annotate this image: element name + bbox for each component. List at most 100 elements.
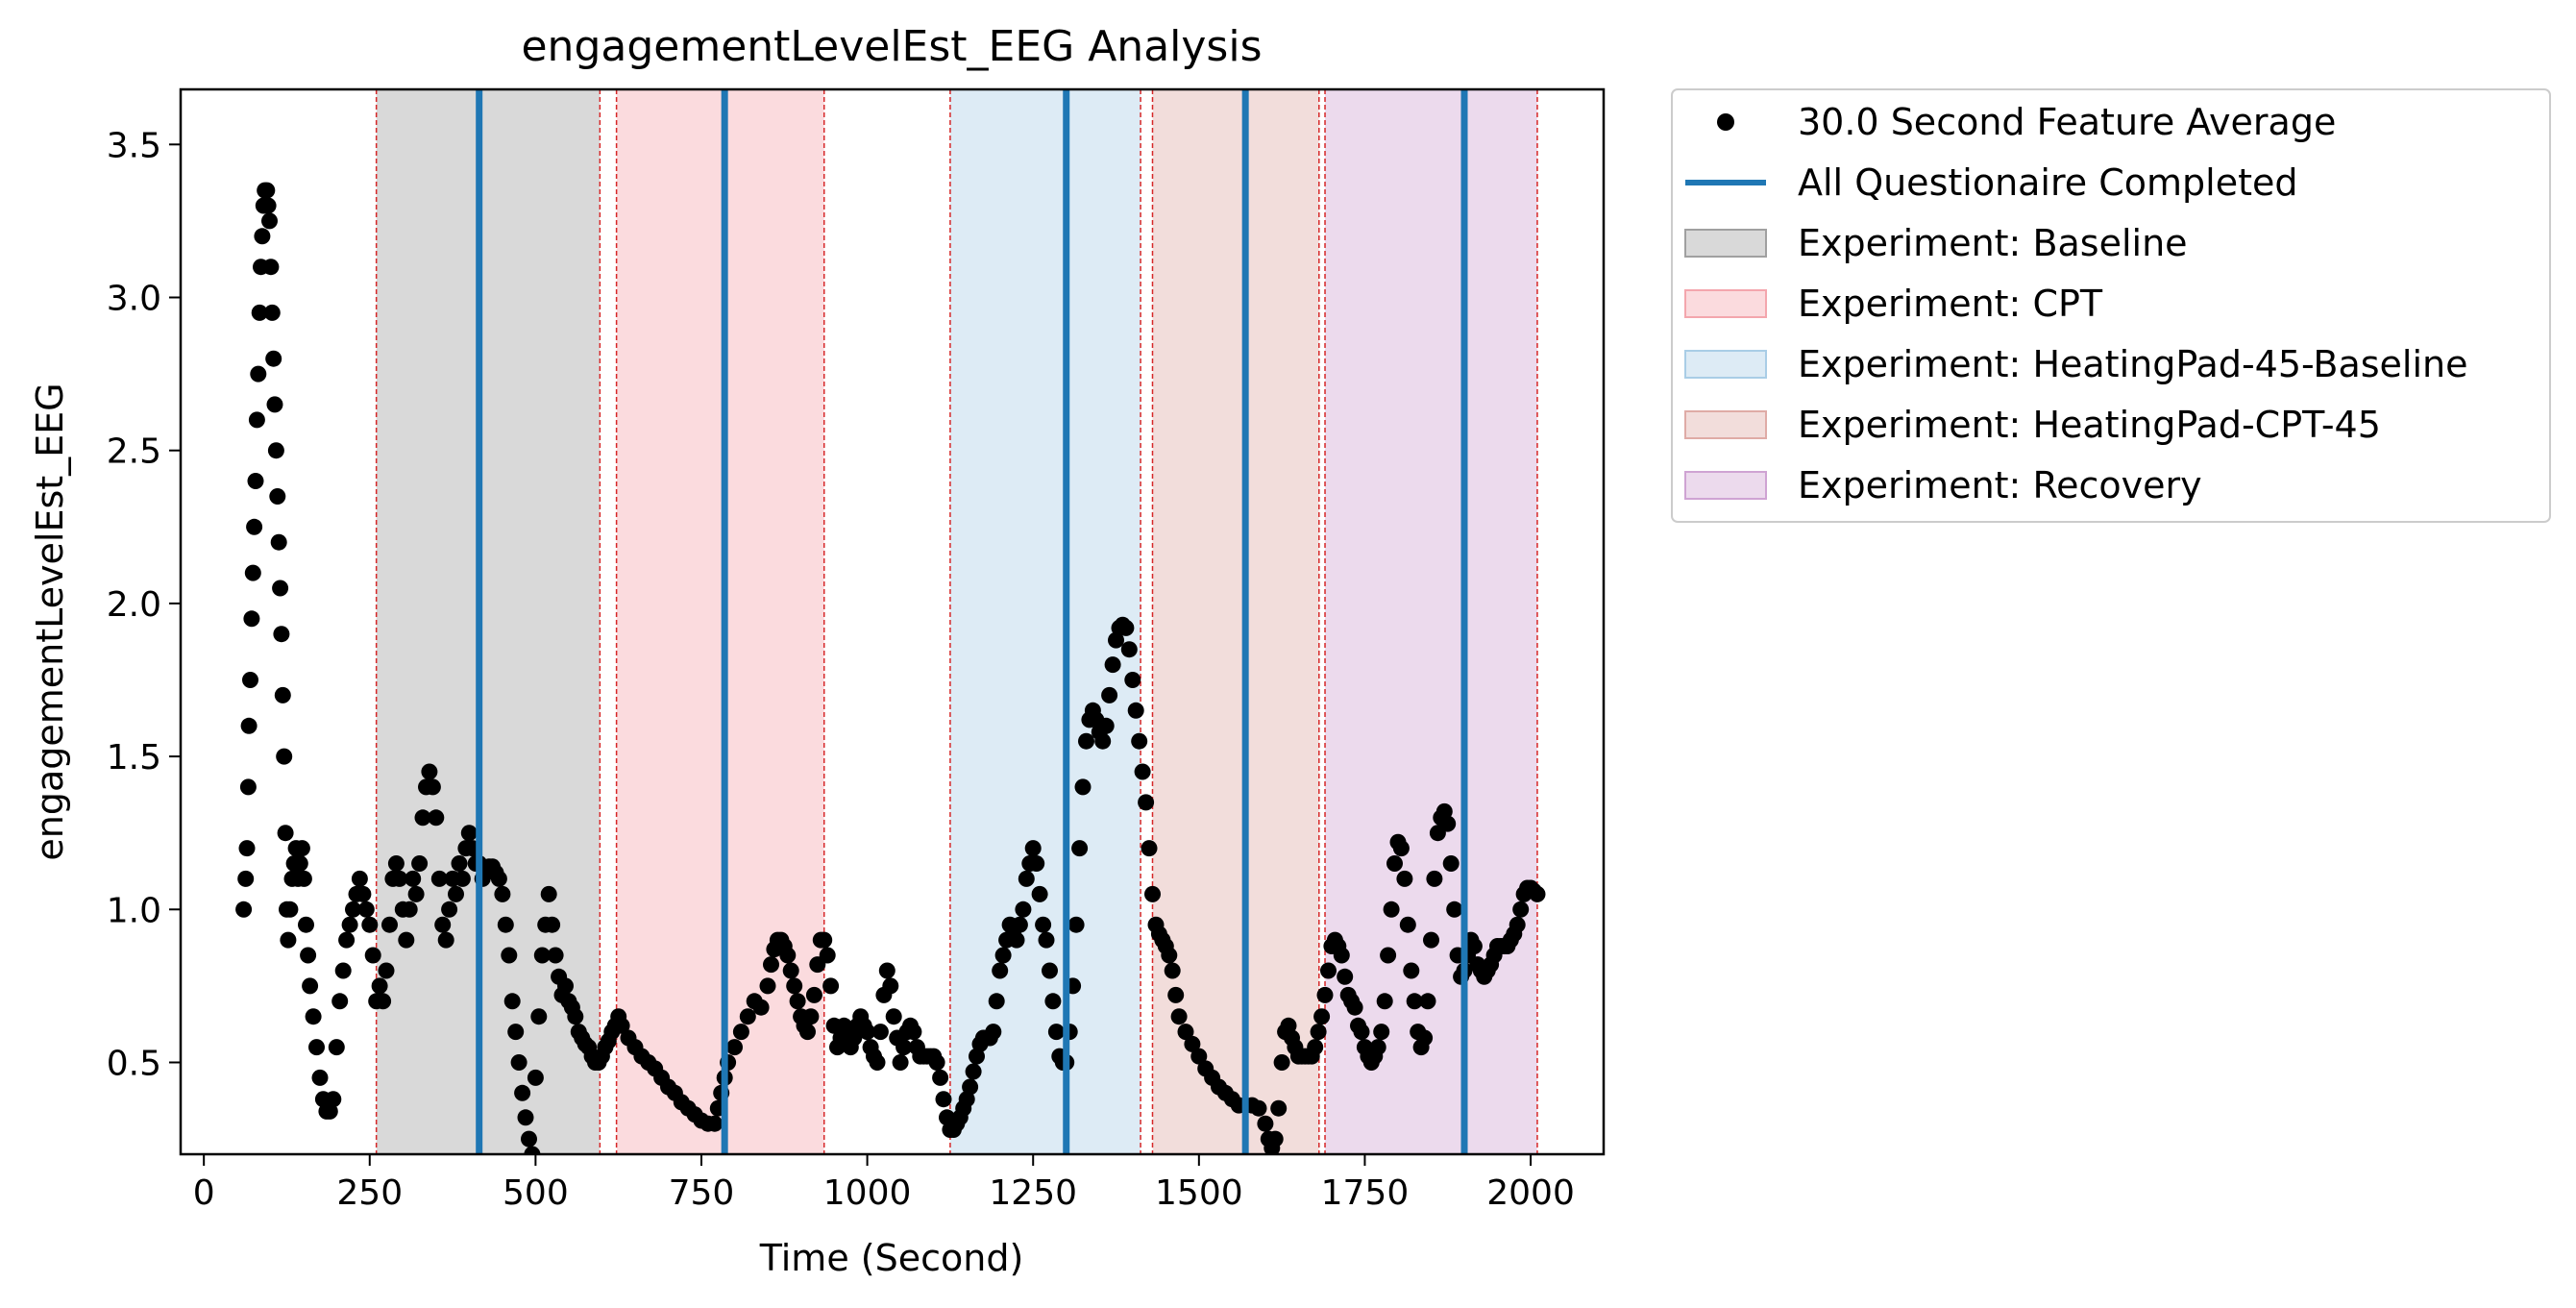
- data-point: [1465, 938, 1483, 954]
- data-point: [1101, 686, 1118, 703]
- data-point: [421, 763, 438, 780]
- data-point: [799, 1024, 816, 1041]
- data-point: [1067, 916, 1085, 933]
- data-point: [816, 931, 833, 949]
- data-point: [878, 962, 895, 979]
- data-point: [1250, 1099, 1267, 1117]
- data-point: [345, 901, 361, 918]
- data-point: [1024, 840, 1042, 857]
- data-point: [331, 993, 349, 1010]
- data-point: [1190, 1048, 1208, 1065]
- data-point: [269, 488, 286, 505]
- data-point: [1031, 885, 1048, 902]
- data-point: [1270, 1099, 1288, 1117]
- data-point: [1337, 968, 1354, 985]
- data-point: [242, 672, 258, 688]
- legend-patch: [1684, 289, 1767, 318]
- data-point: [248, 411, 265, 429]
- data-point: [1266, 1130, 1284, 1148]
- legend-patch: [1684, 350, 1767, 379]
- data-point: [328, 1039, 345, 1056]
- data-point: [965, 1063, 982, 1080]
- data-point: [298, 916, 314, 933]
- data-point: [1396, 870, 1413, 887]
- data-point: [280, 931, 297, 949]
- legend-frame: [1671, 88, 2551, 523]
- data-point: [266, 396, 283, 413]
- data-point: [1353, 1024, 1370, 1041]
- data-point: [527, 1069, 544, 1086]
- data-point: [759, 977, 776, 995]
- data-point: [273, 626, 290, 643]
- data-point: [1094, 732, 1112, 750]
- data-point: [334, 962, 352, 979]
- data-point: [251, 304, 268, 321]
- y-tick-label: 1.5: [107, 738, 161, 777]
- data-point: [265, 350, 282, 367]
- data-point: [613, 1017, 630, 1034]
- data-point: [1313, 1008, 1331, 1025]
- legend-label: Experiment: HeatingPad-45-Baseline: [1798, 343, 2468, 385]
- data-point: [494, 885, 511, 902]
- legend-label: Experiment: Recovery: [1798, 464, 2202, 506]
- data-point: [1333, 947, 1350, 964]
- data-point: [962, 1078, 979, 1096]
- y-tick-label: 2.0: [107, 585, 161, 625]
- data-point: [1509, 916, 1526, 933]
- data-point: [1380, 947, 1397, 964]
- data-point: [1170, 1008, 1188, 1025]
- data-point: [1426, 870, 1443, 887]
- data-point: [507, 1024, 525, 1041]
- data-point: [302, 977, 319, 995]
- data-point: [1117, 619, 1135, 636]
- x-tick-label: 1500: [1155, 1173, 1243, 1213]
- data-point: [985, 1024, 1002, 1041]
- data-point: [1273, 1054, 1290, 1071]
- y-tick-label: 3.0: [107, 280, 161, 319]
- data-point: [308, 1039, 325, 1056]
- data-point: [1035, 916, 1052, 933]
- data-point: [274, 686, 291, 703]
- data-point: [706, 1115, 724, 1132]
- data-point: [1008, 931, 1025, 949]
- x-tick-label: 0: [193, 1173, 215, 1213]
- data-point: [510, 1054, 527, 1071]
- data-point: [414, 809, 431, 827]
- data-point: [311, 1069, 329, 1086]
- data-point: [530, 1008, 548, 1025]
- data-point: [1161, 947, 1178, 964]
- data-point: [1512, 901, 1530, 918]
- data-point: [246, 518, 263, 535]
- data-point: [935, 1091, 952, 1108]
- data-point: [375, 993, 392, 1010]
- x-tick-label: 1750: [1321, 1173, 1410, 1213]
- data-point: [1097, 717, 1115, 734]
- data-point: [521, 1130, 537, 1148]
- data-point: [533, 947, 551, 964]
- x-axis: 0 250 500 750 1000 1250 1500 1750 2000: [193, 1154, 1575, 1213]
- data-point: [905, 1024, 922, 1041]
- data-point: [928, 1054, 945, 1071]
- data-point: [503, 993, 521, 1010]
- data-point: [424, 778, 441, 796]
- data-point: [361, 916, 379, 933]
- data-point: [752, 999, 770, 1016]
- y-tick-label: 2.5: [107, 432, 161, 472]
- plot-content: [235, 89, 1546, 1154]
- data-point: [544, 916, 561, 933]
- chart-title: engagementLevelEst_EEG Analysis: [521, 22, 1262, 71]
- data-point: [247, 473, 264, 489]
- data-point: [261, 212, 278, 230]
- data-point: [988, 993, 1005, 1010]
- data-point: [1403, 962, 1420, 979]
- data-point: [1446, 901, 1463, 918]
- data-point: [272, 580, 289, 597]
- data-point: [250, 365, 267, 383]
- data-point: [259, 197, 277, 214]
- region-heatingpad-cpt-45: [1152, 89, 1319, 1154]
- legend-label: Experiment: HeatingPad-CPT-45: [1798, 404, 2381, 446]
- data-point: [1127, 702, 1144, 719]
- x-tick-label: 750: [669, 1173, 735, 1213]
- legend-label: 30.0 Second Feature Average: [1798, 101, 2336, 143]
- data-point: [277, 825, 294, 842]
